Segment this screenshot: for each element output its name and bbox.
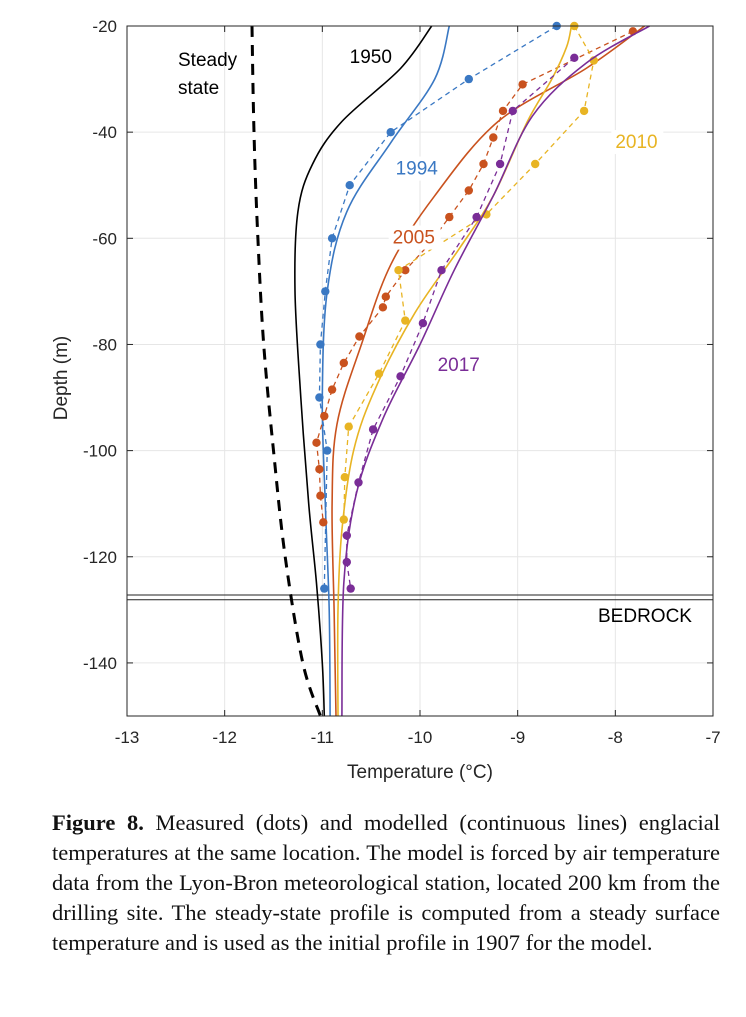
series-2005-point bbox=[498, 106, 508, 116]
series-label-1950: 1950 bbox=[350, 47, 392, 68]
figure-caption: Figure 8. Measured (dots) and modelled (… bbox=[52, 808, 720, 958]
series-label-bg bbox=[433, 353, 486, 377]
x-tick-label: -8 bbox=[608, 728, 623, 747]
series-1994-point bbox=[386, 128, 395, 137]
series-2010-measured-line bbox=[343, 25, 595, 520]
series-2017-point bbox=[508, 106, 517, 116]
x-tick-label: -11 bbox=[311, 728, 334, 747]
series-label-bg bbox=[611, 130, 664, 155]
series-2017-point bbox=[342, 557, 351, 567]
series-2005-point bbox=[445, 212, 454, 222]
series-1994-point bbox=[327, 234, 337, 243]
series-2005-point bbox=[327, 385, 337, 394]
y-tick-label: -20 bbox=[92, 17, 117, 36]
series-2010-point bbox=[531, 159, 540, 169]
bedrock-label: BEDROCK bbox=[598, 606, 692, 627]
series-2017-point bbox=[495, 159, 505, 169]
y-tick-label: -40 bbox=[92, 123, 117, 142]
x-tick-label: -13 bbox=[115, 728, 140, 747]
series-1994-model-line bbox=[321, 25, 451, 717]
series-2005-point bbox=[464, 186, 473, 195]
series-2005-point bbox=[312, 438, 321, 447]
series-1994-point bbox=[323, 446, 332, 455]
series-1994-measured-line bbox=[318, 25, 558, 589]
series-2010-point bbox=[401, 316, 410, 325]
series-2010-point bbox=[344, 422, 353, 431]
series-1994-point bbox=[315, 393, 324, 402]
series-2005-point bbox=[489, 133, 498, 142]
series-2017-point bbox=[396, 372, 405, 381]
series-2010-point bbox=[579, 106, 589, 116]
series-1994-point bbox=[320, 584, 329, 593]
caption-label: Figure 8. bbox=[52, 810, 144, 835]
series-2005-point bbox=[518, 80, 527, 89]
series-1994-point bbox=[464, 74, 473, 84]
x-tick-label: -9 bbox=[510, 728, 525, 747]
x-tick-label: -10 bbox=[408, 728, 433, 747]
series-2017-point bbox=[418, 319, 428, 328]
series-1994-point bbox=[321, 287, 330, 296]
caption-text: Measured (dots) and modelled (continuous… bbox=[52, 810, 720, 955]
series-label-2017: 2017 bbox=[438, 355, 480, 376]
steady-state-label-line1: Steady bbox=[178, 50, 238, 71]
y-axis-title: Depth (m) bbox=[51, 336, 72, 420]
series-2005-point bbox=[319, 518, 328, 527]
y-tick-label: -100 bbox=[83, 442, 117, 461]
axis-ticks: -13 -12 -11 -10 -9 -8 -7 -20 -40 -60 -80 -100 -120 -1… bbox=[83, 17, 721, 747]
series-2017-point bbox=[342, 531, 351, 540]
x-tick-label: -7 bbox=[705, 728, 720, 747]
series-1994-point bbox=[316, 340, 325, 349]
series-2005-model-line bbox=[331, 25, 646, 717]
y-tick-label: -140 bbox=[83, 654, 117, 673]
plot-area: 1950 1994 2005 2010 2017 bbox=[127, 21, 713, 717]
series-label-2005: 2005 bbox=[393, 228, 435, 249]
x-axis-title: Temperature (°C) bbox=[347, 762, 493, 783]
series-2005-point bbox=[339, 358, 348, 368]
series-2017-point bbox=[368, 425, 378, 434]
series-2017-measured-line bbox=[346, 57, 575, 589]
series-label-bg bbox=[388, 225, 441, 250]
series-2010-point bbox=[340, 473, 349, 482]
series-2005-point bbox=[479, 159, 488, 169]
series-2005-point bbox=[316, 491, 325, 500]
series-2017-point bbox=[354, 478, 363, 487]
series-2017-point bbox=[346, 584, 355, 593]
series-2005-point bbox=[378, 303, 388, 312]
series-2017-point bbox=[437, 266, 446, 275]
series-label-2010: 2010 bbox=[615, 132, 657, 153]
series-2010-point bbox=[339, 515, 348, 524]
x-tick-label: -12 bbox=[212, 728, 237, 747]
series-2005-point bbox=[381, 292, 390, 301]
series-2010-model-line bbox=[336, 25, 573, 717]
series-2017-point bbox=[472, 212, 481, 222]
series-label-bg bbox=[345, 45, 398, 70]
series-label-1994: 1994 bbox=[396, 159, 439, 180]
y-tick-label: -60 bbox=[92, 229, 117, 248]
series-steady-state-model-line bbox=[250, 25, 322, 717]
series-2005-point bbox=[401, 266, 410, 275]
steady-state-label-line2: state bbox=[178, 78, 219, 99]
y-tick-label: -120 bbox=[83, 548, 117, 567]
series-label-bg bbox=[391, 156, 444, 181]
series-2010-point bbox=[394, 266, 403, 275]
series-2010-point bbox=[374, 369, 384, 378]
series-1950-model-line bbox=[294, 25, 433, 717]
series-2017-point bbox=[570, 53, 579, 62]
series-2005-point bbox=[320, 411, 329, 421]
series-2005-point bbox=[355, 332, 364, 341]
series-1994-point bbox=[345, 181, 354, 190]
y-tick-label: -80 bbox=[92, 335, 117, 354]
series-2005-point bbox=[315, 465, 324, 474]
